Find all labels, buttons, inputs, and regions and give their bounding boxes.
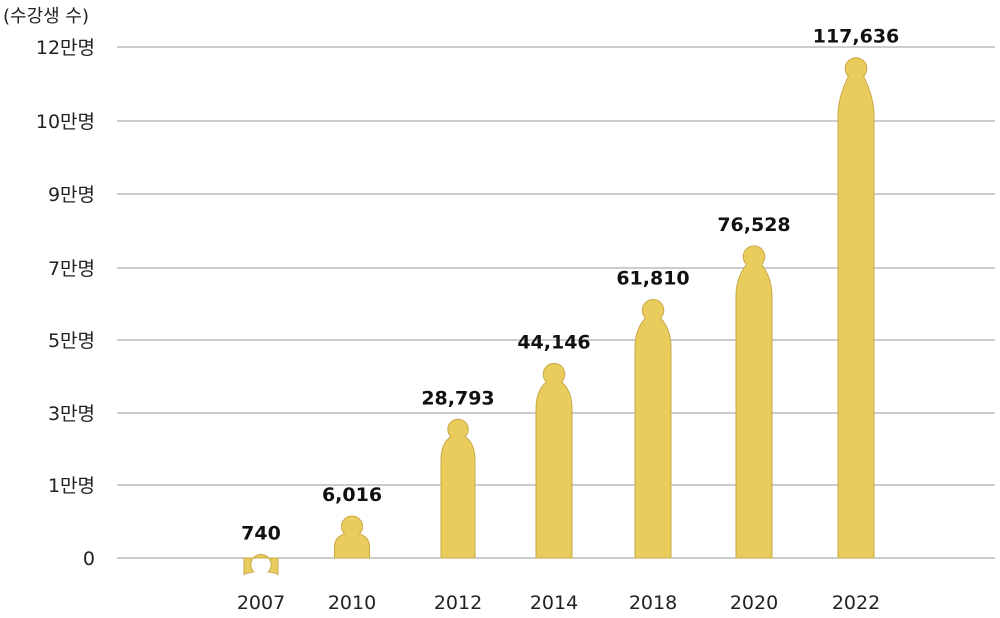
x-tick-label: 2022 — [832, 592, 880, 614]
bar-2022 — [837, 57, 875, 559]
bar-2012 — [440, 418, 476, 559]
x-tick-label: 2007 — [237, 592, 285, 614]
x-tick-label: 2018 — [629, 592, 677, 614]
data-label: 740 — [241, 523, 281, 545]
x-tick-label: 2012 — [434, 592, 482, 614]
y-tick-label: 9만명 — [48, 184, 95, 206]
y-tick-label: 3만명 — [48, 403, 95, 425]
x-tick-label: 2014 — [530, 592, 578, 614]
data-label: 28,793 — [421, 387, 494, 409]
y-tick-label: 5만명 — [48, 330, 95, 352]
data-label: 44,146 — [517, 331, 590, 353]
data-label: 61,810 — [616, 267, 689, 289]
y-tick-label: 1만명 — [48, 475, 95, 497]
data-label: 6,016 — [322, 484, 382, 506]
data-label: 76,528 — [717, 214, 790, 236]
x-tick-label: 2010 — [328, 592, 376, 614]
x-axis-ticks: 2007 2010 2012 2014 2018 2020 2022 — [237, 592, 880, 614]
y-tick-label: 12만명 — [36, 37, 95, 59]
y-axis-ticks: 0 1만명 3만명 5만명 7만명 9만명 10만명 12만명 — [36, 37, 95, 570]
data-labels: 740 6,016 28,793 44,146 61,810 76,528 117,636 — [241, 26, 899, 545]
bar-2020 — [735, 245, 773, 559]
bars — [243, 57, 875, 576]
data-label: 117,636 — [813, 26, 900, 48]
y-axis-unit-label: (수강생 수) — [3, 6, 89, 27]
bar-2018 — [634, 299, 672, 559]
bar-2010 — [334, 515, 370, 559]
y-tick-label: 10만명 — [36, 111, 95, 133]
bar-2007 — [243, 554, 279, 576]
x-tick-label: 2020 — [730, 592, 778, 614]
y-tick-label: 7만명 — [48, 258, 95, 280]
y-tick-label: 0 — [83, 548, 95, 570]
bar-2014 — [535, 362, 573, 559]
